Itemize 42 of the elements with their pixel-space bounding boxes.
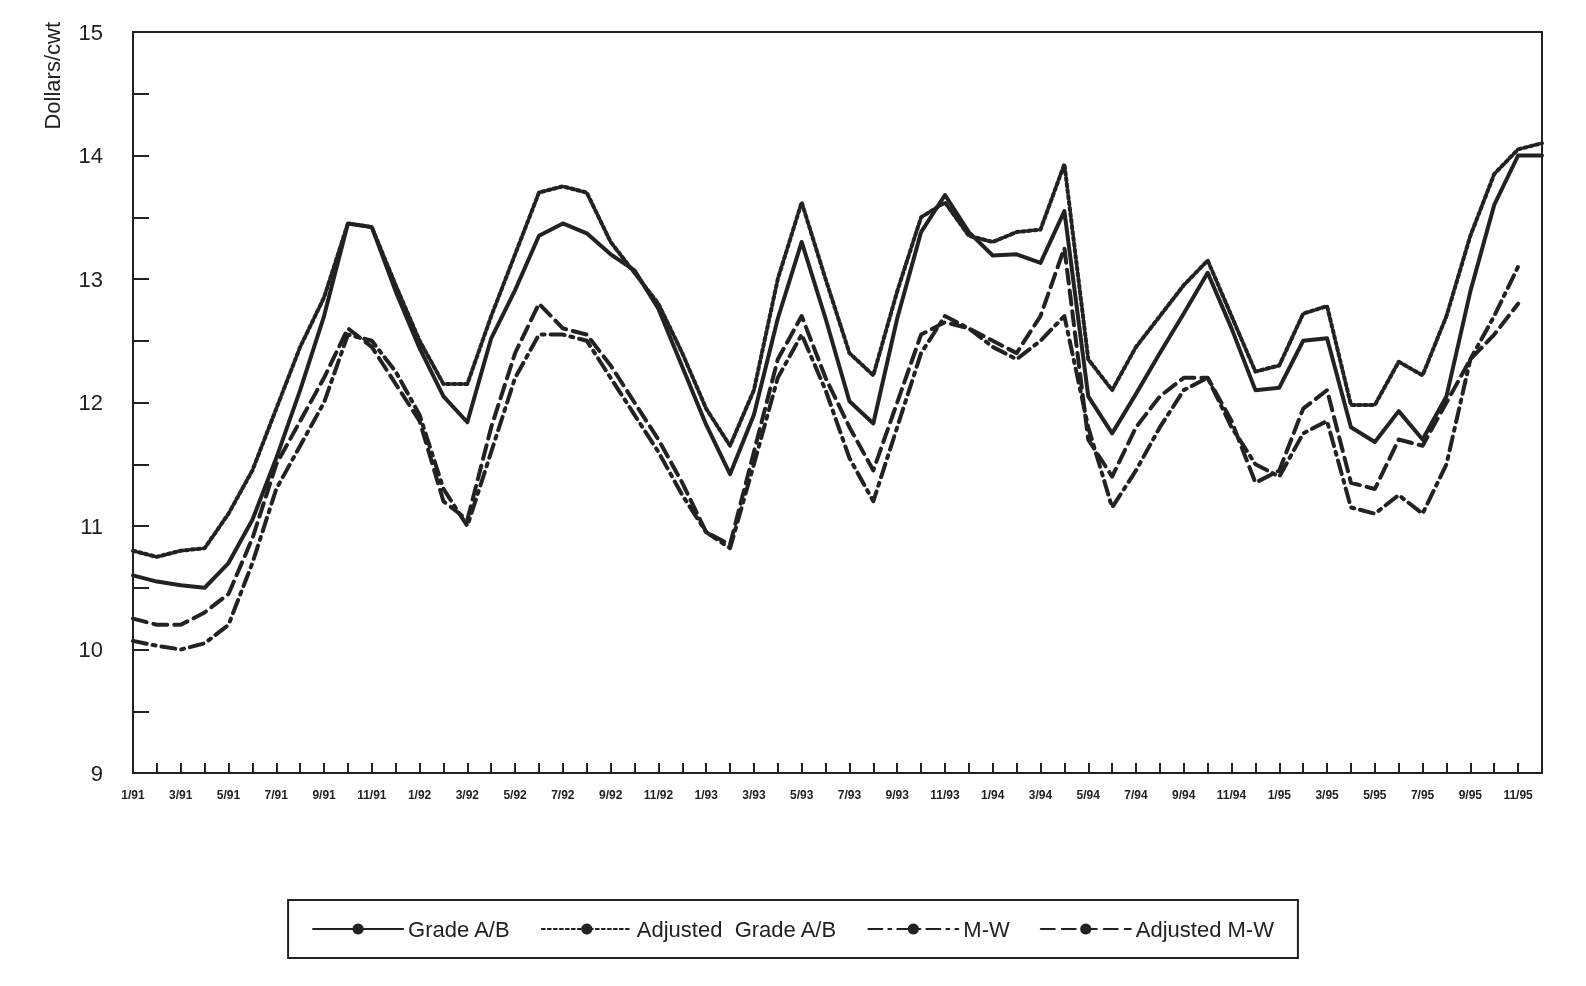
x-tick-label: 1/92 bbox=[407, 788, 432, 802]
y-tick-label: 11 bbox=[80, 513, 103, 539]
y-tick-label: 15 bbox=[78, 19, 103, 45]
x-tick-label: 11/95 bbox=[1503, 788, 1534, 802]
x-tick-label: 5/95 bbox=[1363, 788, 1387, 802]
x-tick-label: 11/92 bbox=[643, 788, 674, 802]
x-tick-label: 11/94 bbox=[1216, 788, 1247, 802]
y-tick-label: 12 bbox=[78, 390, 103, 415]
x-tick-label: 5/91 bbox=[216, 788, 241, 802]
y-axis-title: Dollars/cwt bbox=[39, 22, 65, 130]
y-tick-label: 9 bbox=[90, 760, 103, 786]
x-tick-label: 3/93 bbox=[742, 788, 766, 802]
x-tick-label: 1/95 bbox=[1267, 788, 1292, 802]
legend-label: Adjusted M-W bbox=[1135, 916, 1275, 942]
x-tick-label: 7/91 bbox=[264, 788, 289, 802]
x-tick-label: 9/92 bbox=[598, 788, 623, 802]
legend-label: Grade A/B bbox=[408, 916, 510, 942]
x-tick-label: 7/95 bbox=[1410, 788, 1435, 802]
x-tick-label: 3/91 bbox=[169, 788, 193, 802]
x-tick-label: 7/93 bbox=[837, 788, 862, 802]
x-tick-label: 1/93 bbox=[694, 788, 719, 802]
x-tick-label: 9/94 bbox=[1172, 788, 1196, 802]
x-tick-label: 11/93 bbox=[930, 788, 960, 802]
x-tick-label: 3/95 bbox=[1315, 788, 1340, 802]
legend-label: M-W bbox=[963, 916, 1011, 942]
x-tick-label: 7/92 bbox=[551, 788, 575, 802]
y-tick-label: 14 bbox=[78, 143, 103, 168]
x-tick-label: 1/91 bbox=[121, 788, 145, 802]
x-tick-label: 3/92 bbox=[455, 788, 480, 802]
y-tick-label: 13 bbox=[78, 266, 103, 292]
x-tick-label: 5/93 bbox=[790, 788, 814, 802]
x-tick-label: 7/94 bbox=[1124, 788, 1149, 802]
legend-label: Adjusted Grade A/B bbox=[636, 916, 837, 942]
x-tick-label: 11/91 bbox=[357, 788, 387, 802]
y-tick-label: 10 bbox=[78, 637, 103, 662]
x-tick-label: 1/94 bbox=[981, 788, 1005, 802]
x-tick-label: 9/93 bbox=[885, 788, 910, 802]
x-tick-label: 5/94 bbox=[1076, 788, 1101, 802]
x-tick-label: 5/92 bbox=[503, 788, 528, 802]
x-tick-label: 9/91 bbox=[312, 788, 337, 802]
x-tick-label: 3/94 bbox=[1028, 788, 1053, 802]
x-tick-label: 9/95 bbox=[1458, 788, 1483, 802]
